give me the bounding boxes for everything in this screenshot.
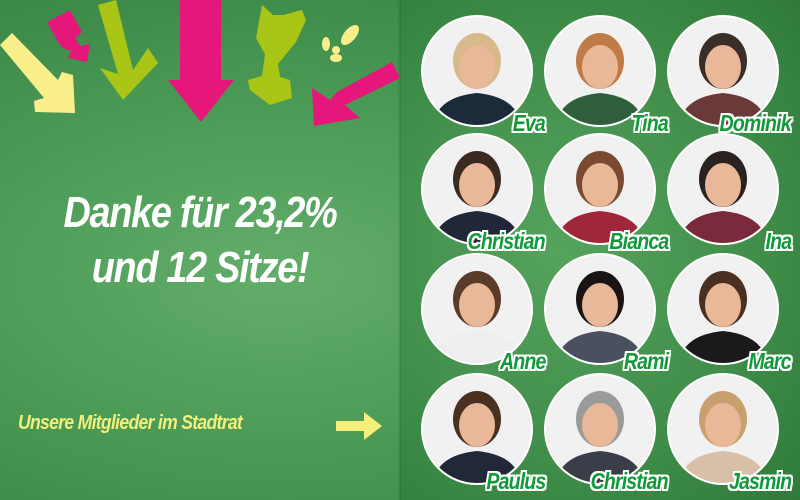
member-name: Ina bbox=[765, 228, 792, 254]
lime-arrow-icon bbox=[98, 0, 158, 100]
member-photo bbox=[667, 133, 779, 245]
member-card: Tina bbox=[544, 15, 669, 136]
member-photo bbox=[544, 373, 656, 485]
panel-divider bbox=[398, 0, 401, 500]
pink-big-arrow-icon bbox=[168, 0, 234, 122]
right-arrow-icon bbox=[336, 412, 382, 440]
member-name: Jasmin bbox=[728, 468, 792, 494]
member-photo bbox=[544, 133, 656, 245]
member-name: Christian bbox=[590, 468, 669, 494]
member-name: Rami bbox=[623, 348, 669, 374]
member-name: Dominik bbox=[719, 110, 792, 136]
member-photo bbox=[421, 373, 533, 485]
member-name: Anne bbox=[499, 348, 546, 374]
member-name: Bianca bbox=[608, 228, 669, 254]
pink-small-arrow-icon bbox=[47, 10, 90, 62]
member-photo bbox=[544, 253, 656, 365]
member-photo bbox=[421, 133, 533, 245]
headline-line-1: Danke für 23,2% bbox=[63, 188, 338, 237]
member-card: Eva bbox=[421, 15, 546, 136]
lime-bold-arrow-icon bbox=[248, 5, 306, 105]
members-label: Unsere Mitglieder im Stadtrat bbox=[18, 412, 243, 434]
member-photo bbox=[421, 253, 533, 365]
member-photo bbox=[667, 253, 779, 365]
member-name: Tina bbox=[631, 110, 669, 136]
member-photo bbox=[544, 15, 656, 127]
member-card: Rami bbox=[544, 253, 669, 374]
member-photo bbox=[667, 15, 779, 127]
member-card: Dominik bbox=[667, 15, 792, 136]
member-card: Bianca bbox=[544, 133, 669, 254]
member-card: Anne bbox=[421, 253, 546, 374]
member-name: Christian bbox=[467, 228, 546, 254]
pink-left-arrow-icon bbox=[312, 62, 400, 126]
member-name: Marc bbox=[748, 348, 792, 374]
member-card: Marc bbox=[667, 253, 792, 374]
member-card: Ina bbox=[667, 133, 792, 254]
member-card: Christian bbox=[544, 373, 669, 494]
member-card: Christian bbox=[421, 133, 546, 254]
member-photo bbox=[667, 373, 779, 485]
member-photo bbox=[421, 15, 533, 127]
decorative-arrows bbox=[0, 0, 400, 126]
yellow-arrow-icon bbox=[0, 33, 75, 113]
member-card: Paulus bbox=[421, 373, 546, 494]
splash-icon bbox=[322, 25, 359, 62]
member-name: Eva bbox=[512, 110, 546, 136]
headline-line-2: und 12 Sitze! bbox=[91, 243, 310, 292]
member-name: Paulus bbox=[485, 468, 546, 494]
member-card: Jasmin bbox=[667, 373, 792, 494]
